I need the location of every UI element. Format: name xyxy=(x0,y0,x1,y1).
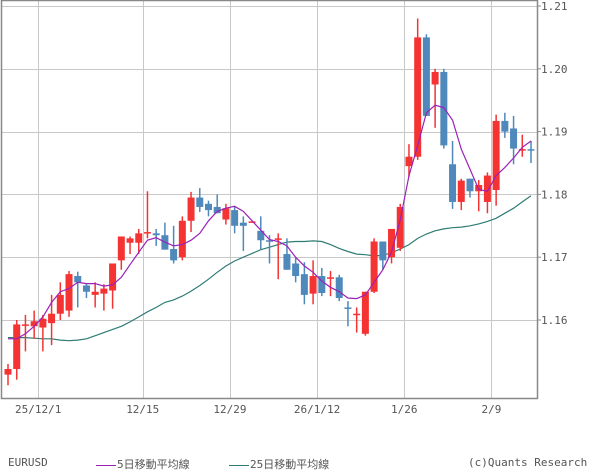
candle-body xyxy=(457,180,465,202)
candle-body xyxy=(82,285,90,292)
candle-body xyxy=(143,232,151,234)
y-tick-label: 1.20 xyxy=(541,63,568,76)
candle-body xyxy=(327,277,335,279)
legend-ma25-label: 25日移動平均線 xyxy=(250,458,330,471)
candle-body xyxy=(21,324,29,326)
candle-body xyxy=(117,236,125,261)
candle-body xyxy=(222,208,230,220)
candle-body xyxy=(283,254,291,270)
candle-body xyxy=(483,175,491,202)
candle-body xyxy=(431,71,439,85)
candle-body xyxy=(353,313,361,316)
candle-body xyxy=(292,263,300,277)
y-tick-label: 1.18 xyxy=(541,188,568,201)
candle-body xyxy=(300,274,308,295)
candlestick-chart: 1.16 1.17 1.18 1.19 1.20 1.21 25/12/1 12/15 12/… xyxy=(0,0,568,416)
candle-body xyxy=(518,149,526,151)
x-axis-labels: 25/12/1 12/15 12/29 26/1/12 1/26 2/9 xyxy=(15,403,501,416)
candle-body xyxy=(449,164,457,202)
candle-body xyxy=(231,210,239,226)
credit-label: (c)Quants Research xyxy=(468,456,588,469)
ma5-swatch xyxy=(96,464,116,466)
legend-ma5-label: 5日移動平均線 xyxy=(117,458,190,471)
candle-body xyxy=(335,277,343,299)
candle-body xyxy=(257,230,265,241)
plot-frame xyxy=(0,0,539,400)
ma25-line xyxy=(8,195,532,342)
y-tick-label: 1.19 xyxy=(541,126,568,139)
moving-average-line xyxy=(8,104,532,340)
candle-body xyxy=(4,368,12,375)
candle-body xyxy=(266,240,273,242)
candle-body xyxy=(48,313,56,324)
x-tick-label: 26/1/12 xyxy=(294,403,340,416)
candle-body xyxy=(74,276,82,283)
candle-body xyxy=(204,203,212,211)
candle-body xyxy=(361,291,369,334)
moving-average-line xyxy=(8,195,532,342)
candle-body xyxy=(344,307,352,309)
x-tick-label: 2/9 xyxy=(481,403,501,416)
candle-body xyxy=(370,241,378,292)
candle-body xyxy=(248,221,256,223)
candle-body xyxy=(170,249,178,261)
candle-body xyxy=(422,37,430,116)
symbol-label: EURUSD xyxy=(8,456,48,469)
candle-body xyxy=(13,324,21,369)
candle-body xyxy=(527,149,535,151)
candle-body xyxy=(492,120,500,191)
candle-body xyxy=(109,263,117,291)
candle-body xyxy=(274,238,282,240)
candle-body xyxy=(187,197,195,221)
candle-body xyxy=(178,220,186,258)
candle-body xyxy=(39,318,47,328)
candle-body xyxy=(510,128,518,149)
candle-body xyxy=(405,156,413,167)
candle-body xyxy=(56,294,64,314)
candles xyxy=(4,18,535,386)
candle-body xyxy=(318,276,326,293)
candle-body xyxy=(396,206,404,248)
y-tick-label: 1.17 xyxy=(541,251,568,264)
ma5-line xyxy=(8,104,532,340)
y-tick-label: 1.16 xyxy=(541,314,568,327)
candle-body xyxy=(30,321,38,327)
legend-ma5: 5日移動平均線 xyxy=(96,456,190,472)
candle-body xyxy=(414,37,422,157)
candle-body xyxy=(239,222,247,226)
ma25-swatch xyxy=(229,464,249,466)
candle-body xyxy=(501,120,509,132)
candle-body xyxy=(65,274,73,311)
candle-body xyxy=(126,238,134,243)
y-tick-label: 1.21 xyxy=(541,0,568,13)
x-tick-label: 12/29 xyxy=(213,403,246,416)
chart-footer: EURUSD 5日移動平均線 25日移動平均線 (c)Quants Resear… xyxy=(0,456,600,474)
candle-body xyxy=(466,178,474,192)
candle-body xyxy=(100,288,108,294)
y-axis-labels: 1.16 1.17 1.18 1.19 1.20 1.21 xyxy=(537,0,568,327)
candle-body xyxy=(309,276,317,294)
candle-body xyxy=(135,233,143,243)
legend-ma25: 25日移動平均線 xyxy=(229,456,329,472)
candle-body xyxy=(91,291,99,295)
candle-body xyxy=(388,228,396,258)
x-tick-label: 25/12/1 xyxy=(15,403,61,416)
x-tick-label: 12/15 xyxy=(126,403,159,416)
candle-body xyxy=(379,241,387,261)
grid-lines xyxy=(1,0,537,398)
x-tick-label: 1/26 xyxy=(391,403,418,416)
candle-body xyxy=(213,206,221,214)
plot-border xyxy=(0,0,539,400)
candle-body xyxy=(196,197,204,207)
candle-body xyxy=(152,233,160,236)
